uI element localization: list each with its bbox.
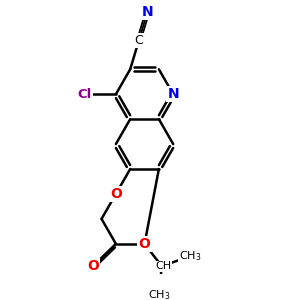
- Text: CH: CH: [155, 261, 171, 271]
- Text: O: O: [139, 237, 151, 251]
- Text: Cl: Cl: [77, 88, 92, 101]
- Text: O: O: [110, 187, 122, 201]
- Text: C: C: [134, 34, 143, 47]
- Text: N: N: [142, 5, 153, 19]
- Text: N: N: [167, 87, 179, 101]
- Text: CH$_3$: CH$_3$: [148, 288, 170, 300]
- Text: O: O: [87, 259, 99, 273]
- Text: CH$_3$: CH$_3$: [179, 249, 202, 263]
